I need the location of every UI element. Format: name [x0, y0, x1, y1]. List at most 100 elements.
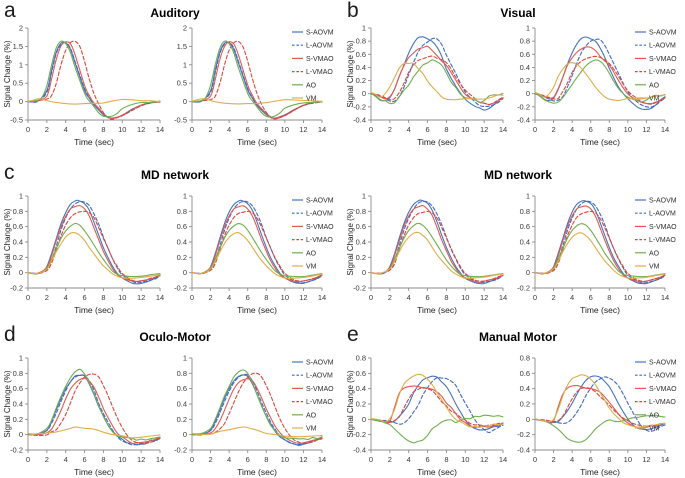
y-tick-label: 1 — [183, 192, 187, 201]
legend: S-AOVM L-AOVM S-VMAO L-VMAO AO VM — [635, 198, 677, 271]
y-tick-label: 0 — [183, 97, 187, 106]
x-tick-label: 8 — [101, 455, 105, 464]
x-axis-title: Time (sec) — [74, 305, 114, 315]
panel-letter-e: e — [347, 323, 359, 346]
x-tick-label: 6 — [82, 293, 86, 302]
y-tick-label: 0.8 — [356, 207, 366, 216]
x-tick-label: 12 — [299, 125, 307, 134]
curve-L-AOVM — [27, 42, 161, 119]
x-tick-label: 10 — [118, 293, 126, 302]
y-tick-label: 0 — [183, 268, 187, 277]
subplot-manual-motor-right: -0.4 -0.2 0 0.2 0.4 0.6 0.8 0 2 4 6 8 10 12 14 Time (se… — [517, 354, 669, 478]
x-tick-label: 10 — [624, 293, 632, 302]
x-tick-label: 0 — [369, 293, 373, 302]
legend-label: AO — [649, 250, 660, 257]
y-tick-label: -0.2 — [517, 284, 530, 293]
legend-item: L-VMAO — [292, 69, 333, 76]
y-tick-label: 0.8 — [520, 207, 530, 216]
axes-spines — [370, 358, 503, 451]
curve-AO — [370, 222, 504, 278]
legend-label: S-VMAO — [649, 386, 677, 393]
y-tick-label: 0.4 — [356, 238, 366, 247]
legend-label: L-VMAO — [649, 237, 676, 244]
y-tick-label: 0.8 — [13, 369, 23, 378]
x-axis-title: Time (sec) — [237, 305, 277, 315]
curve-VM — [27, 426, 161, 439]
legend-item: AO — [292, 250, 317, 257]
y-tick-label: 0.6 — [520, 50, 530, 59]
x-tick-label: 8 — [607, 125, 611, 134]
x-tick-label: 0 — [26, 455, 30, 464]
curve-VM — [534, 232, 666, 279]
legend-item: L-VMAO — [635, 399, 676, 406]
y-tick-label: 0 — [362, 89, 366, 98]
x-tick-label: 14 — [156, 125, 164, 134]
legend-item: S-AOVM — [635, 360, 677, 367]
legend-item: S-AOVM — [635, 30, 677, 37]
legend-label: VM — [306, 264, 317, 271]
y-tick-label: 1 — [362, 192, 366, 201]
legend-item: S-AOVM — [292, 360, 334, 367]
y-tick-label: 0 — [19, 430, 23, 439]
x-axis-title: Time (sec) — [74, 137, 114, 147]
y-tick-label: -0.2 — [353, 284, 366, 293]
y-tick-label: 1 — [183, 354, 187, 363]
y-tick-label: 0.5 — [13, 79, 23, 88]
legend-item: S-VMAO — [635, 386, 677, 393]
x-tick-label: 6 — [425, 293, 429, 302]
legend-label: VM — [649, 96, 660, 103]
curve-S-VMAO — [191, 378, 323, 444]
y-tick-label: 0.4 — [13, 238, 23, 247]
x-tick-label: 6 — [82, 125, 86, 134]
legend-label: S-VMAO — [306, 224, 334, 231]
x-tick-label: 6 — [246, 455, 250, 464]
legend: S-AOVM L-AOVM S-VMAO L-VMAO AO VM — [292, 198, 334, 271]
y-tick-label: 0.4 — [177, 238, 187, 247]
y-tick-label: 0.2 — [520, 400, 530, 409]
panel-title: Manual Motor — [479, 330, 557, 344]
curve-AO — [191, 223, 323, 278]
x-tick-label: 12 — [642, 293, 650, 302]
panel-manual-motor: e Manual Motor -0.4 -0.2 0 0.2 0.4 0.6 0.8 0 2 4 6 8 1… — [343, 320, 685, 478]
x-tick-label: 14 — [661, 455, 669, 464]
curve-AO — [534, 414, 666, 443]
legend-item: L-VMAO — [635, 69, 676, 76]
legend-item: L-AOVM — [292, 373, 333, 380]
x-tick-label: 14 — [499, 455, 507, 464]
y-tick-label: 0 — [362, 415, 366, 424]
legend-label: S-VMAO — [649, 56, 677, 63]
panel-visual: b Visual -0.4 -0.2 0 0.2 0.4 0.6 0.8 1 0 2 4 6 8 10 12 14… — [343, 0, 685, 160]
x-tick-label: 0 — [369, 125, 373, 134]
x-axis-title: Time (sec) — [580, 305, 620, 315]
y-tick-label: -0.4 — [353, 116, 366, 125]
curve-L-AOVM — [534, 376, 666, 432]
y-tick-label: 0.2 — [520, 253, 530, 262]
legend-label: L-AOVM — [649, 373, 676, 380]
legend-item: AO — [292, 82, 317, 89]
curve-S-AOVM — [534, 200, 666, 285]
x-tick-label: 4 — [227, 125, 231, 134]
x-tick-label: 14 — [499, 293, 507, 302]
legend-item: L-VMAO — [292, 399, 333, 406]
y-tick-label: 2 — [19, 24, 23, 33]
legend-item: S-VMAO — [292, 386, 334, 393]
legend-item: VM — [292, 96, 317, 103]
x-tick-label: 0 — [369, 455, 373, 464]
x-tick-label: 8 — [444, 293, 448, 302]
legend-label: S-AOVM — [306, 360, 334, 367]
x-tick-label: 14 — [499, 125, 507, 134]
curve-S-VMAO — [27, 377, 161, 445]
x-tick-label: 0 — [190, 455, 194, 464]
y-tick-label: 0.8 — [177, 207, 187, 216]
y-tick-label: 1 — [362, 24, 366, 33]
axes-spines — [27, 358, 160, 451]
axes-spines — [27, 196, 160, 289]
y-tick-label: -0.4 — [517, 116, 530, 125]
y-axis-title: Signal Change (%) — [3, 40, 12, 107]
x-tick-label: 10 — [461, 125, 469, 134]
